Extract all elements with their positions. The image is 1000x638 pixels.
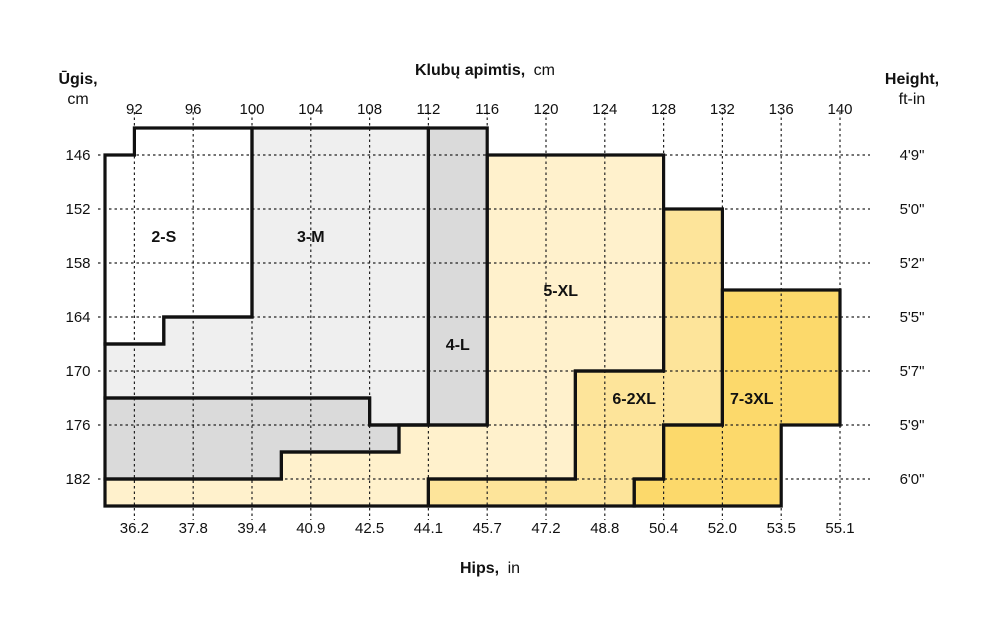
left-tick-label: 176: [65, 417, 90, 434]
zone-label-3-m: 3-M: [297, 229, 325, 246]
bottom-tick-label: 52.0: [708, 520, 737, 537]
right-tick-label: 5'2": [900, 255, 925, 272]
zone-fill-5-xl: [105, 155, 664, 506]
axis-ticks: 92 96 100 104 108 112 116 120 124 128 132 136 140 36.…: [65, 101, 924, 537]
bottom-tick-label: 37.8: [179, 520, 208, 537]
top-tick-label: 136: [769, 101, 794, 118]
zone-fill-4-l: [105, 128, 488, 479]
bottom-tick-label: 50.4: [649, 520, 678, 537]
bottom-axis-title-unit: in: [508, 560, 520, 577]
top-axis-title-bold: Klubų apimtis,: [415, 62, 525, 79]
bottom-axis-title: Hips, in: [460, 560, 520, 577]
top-axis-title-unit: cm: [534, 62, 555, 79]
bottom-tick-label: 42.5: [355, 520, 384, 537]
right-tick-label: 5'9": [900, 417, 925, 434]
top-tick-label: 108: [357, 101, 382, 118]
top-tick-label: 120: [533, 101, 558, 118]
bottom-tick-label: 55.1: [825, 520, 854, 537]
size-zone-labels: 2-S 3-M 4-L 5-XL 6-2XL 7-3XL: [151, 229, 773, 408]
bottom-tick-label: 48.8: [590, 520, 619, 537]
right-tick-label: 5'7": [900, 363, 925, 380]
left-tick-label: 182: [65, 471, 90, 488]
top-tick-label: 128: [651, 101, 676, 118]
top-tick-label: 96: [185, 101, 202, 118]
zone-fill-6-2xl: [428, 209, 723, 506]
left-tick-label: 152: [65, 201, 90, 218]
zone-fill-7-3xl: [634, 290, 840, 506]
size-zone-outlines: [103, 126, 842, 508]
zone-label-2-s: 2-S: [151, 229, 176, 246]
left-tick-label: 164: [65, 309, 90, 326]
top-tick-label: 100: [239, 101, 264, 118]
bottom-tick-label: 40.9: [296, 520, 325, 537]
bottom-tick-label: 39.4: [237, 520, 266, 537]
right-axis-title-unit: ft-in: [899, 91, 926, 108]
zone-label-4-l: 4-L: [446, 337, 470, 354]
bottom-tick-label: 47.2: [531, 520, 560, 537]
zone-label-6-2xl: 6-2XL: [612, 391, 656, 408]
left-axis-title-unit: cm: [67, 91, 88, 108]
left-tick-label: 158: [65, 255, 90, 272]
bottom-tick-label: 53.5: [767, 520, 796, 537]
zone-fill-3-m: [105, 128, 429, 425]
right-axis-title-bold: Height,: [885, 71, 939, 88]
left-tick-label: 146: [65, 147, 90, 164]
top-tick-label: 116: [475, 101, 499, 118]
right-tick-label: 5'5": [900, 309, 925, 326]
right-tick-label: 6'0": [900, 471, 925, 488]
bottom-tick-label: 44.1: [414, 520, 443, 537]
right-tick-label: 5'0": [900, 201, 925, 218]
top-tick-label: 132: [710, 101, 735, 118]
top-tick-label: 92: [126, 101, 143, 118]
bottom-tick-label: 45.7: [473, 520, 502, 537]
right-tick-label: 4'9": [900, 147, 925, 164]
zone-label-7-3xl: 7-3XL: [730, 391, 774, 408]
left-axis-title-bold: Ūgis,: [58, 69, 97, 88]
top-axis-title: Klubų apimtis, cm: [415, 62, 555, 79]
size-zones: [105, 128, 840, 506]
bottom-tick-label: 36.2: [120, 520, 149, 537]
left-tick-label: 170: [65, 363, 90, 380]
top-tick-label: 124: [592, 101, 617, 118]
zone-label-5-xl: 5-XL: [543, 283, 578, 300]
bottom-axis-title-bold: Hips,: [460, 560, 499, 577]
zone-outline-7-3xl: [632, 288, 842, 508]
top-tick-label: 104: [298, 101, 323, 118]
top-tick-label: 112: [416, 101, 440, 118]
zone-fill-2-s: [105, 128, 252, 344]
top-tick-label: 140: [827, 101, 852, 118]
